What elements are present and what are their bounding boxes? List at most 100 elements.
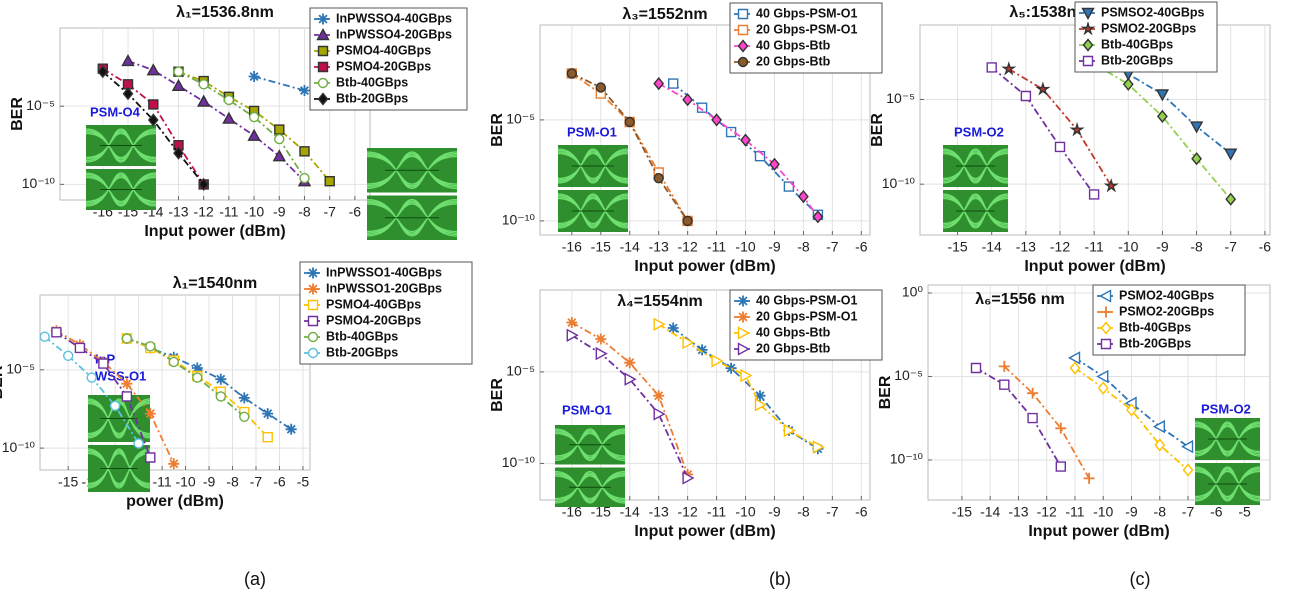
marker [250,113,259,122]
marker [1084,57,1093,66]
inset-label: PSM-O1 [567,124,617,139]
x-tick-label: -11 [1065,504,1084,520]
x-tick-label: -13 [649,504,669,520]
legend-label: PSMO4-40GBps [336,43,431,57]
marker [111,401,120,410]
marker [319,47,328,56]
marker [318,14,329,25]
legend-label: Btb-20GBps [326,345,398,359]
marker [319,79,328,88]
y-tick-label: 10⁻⁵ [886,90,915,106]
inset-label: PSM-O4 [90,104,141,119]
y-tick-label: 10⁻¹⁰ [502,454,536,470]
x-tick-label: -12 [194,204,214,220]
marker [99,359,108,368]
legend-label: PSMO4-40GBps [326,297,421,311]
legend-label: 20 Gbps-Btb [756,341,831,355]
legend-label: 40 Gbps-PSM-O1 [756,293,857,307]
x-tick-label: -11 [1085,239,1104,255]
legend-label: Btb-20GBps [1119,336,1191,350]
marker [224,96,233,105]
x-tick-label: -13 [168,204,188,220]
legend-label: 40 Gbps-Btb [756,325,831,339]
y-tick-label: 10⁻¹⁰ [502,212,536,228]
x-tick-label: -6 [1210,504,1223,520]
legend: PSMSO2-40GBpsPSMO2-20GBpsBtb-40GBpsBtb-2… [1075,2,1217,72]
legend-label: Btb-40GBps [326,329,398,343]
inset-label: PSM-O2 [954,124,1004,139]
x-tick-label: -7 [826,504,839,520]
legend-label: Btb-40GBps [336,75,408,89]
x-tick-label: -9 [203,474,216,490]
x-tick-label: -14 [982,239,1002,255]
x-tick-label: -10 [244,204,264,220]
marker [146,342,155,351]
marker [40,332,49,341]
marker [325,177,334,186]
marker [1056,142,1065,151]
x-tick-label: -5 [297,474,310,490]
x-tick-label: -8 [298,204,311,220]
x-tick-label: -15 [952,504,972,520]
marker [64,351,73,360]
y-axis-label: BER [489,113,506,147]
y-axis-label: BER [489,378,506,412]
legend-label: PSMO2-40GBps [1119,288,1214,302]
marker [199,80,208,89]
legend: 40 Gbps-PSM-O1 20 Gbps-PSM-O1 40 Gbps-Btb 2… [730,290,882,360]
inset-label: WSS-O1 [95,368,146,383]
marker [738,312,749,323]
legend-label: PSMO2-20GBps [1101,21,1196,35]
marker [308,284,319,295]
marker [146,453,155,462]
legend-label: Btb-20GBps [336,91,408,105]
y-tick-label: 10⁻¹⁰ [22,175,56,191]
legend-label: InPWSSO4-40GBps [336,11,452,25]
marker [309,317,318,326]
x-tick-label: -11 [707,239,726,255]
x-tick-label: -14 [620,239,640,255]
chart-title: λ₁=1540nm [173,275,257,292]
marker [134,439,143,448]
x-axis-label: Input power (dBm) [634,258,775,275]
y-tick-label: 10⁰ [902,284,924,300]
legend-label: InPWSSO1-20GBps [326,281,442,295]
marker [309,301,318,310]
x-tick-label: -6 [1259,239,1272,255]
marker [169,357,178,366]
x-tick-label: -5 [1238,504,1251,520]
marker [319,63,328,72]
legend-label: Btb-40GBps [1119,320,1191,334]
marker [739,26,748,35]
x-tick-label: -11 [707,504,726,520]
marker [75,343,84,352]
marker [1056,462,1065,471]
x-tick-label: -9 [1125,504,1138,520]
x-tick-label: -7 [1182,504,1195,520]
legend-label: InPWSSO1-40GBps [326,265,442,279]
legend: PSMO2-40GBpsPSMO2-20GBpsBtb-40GBpsBtb-20… [1093,285,1245,355]
marker [669,79,678,88]
y-tick-label: 10⁻¹⁰ [890,451,924,467]
inset-label: PSM-O2 [1201,401,1251,416]
marker [122,334,131,343]
plot-area [40,295,310,470]
y-axis-label: BER [9,97,26,131]
x-tick-label: -15 [591,239,611,255]
legend: InPWSSO4-40GBpsInPWSSO4-20GBpsPSMO4-40GB… [310,8,467,110]
y-axis-label: BER [869,113,886,147]
chart-title: λ₄=1554nm [617,293,702,310]
x-axis-label: Input power (dBm) [1024,258,1165,275]
x-tick-label: -6 [855,239,868,255]
y-axis-label: BER [877,375,894,409]
x-axis-label: Input power (dBm) [1028,523,1169,540]
chart-title: λ₆=1556 nm [975,291,1065,308]
marker [987,63,996,72]
y-tick-label: 10⁻⁵ [894,367,923,383]
x-tick-label: -9 [768,239,781,255]
x-tick-label: -6 [349,204,362,220]
marker [625,118,634,127]
legend-label: 20 Gbps-PSM-O1 [756,309,857,323]
x-tick-label: -11 [152,474,171,490]
legend: InPWSSO1-40GBps InPWSSO1-20GBps PSMO4-40GB… [300,262,472,364]
